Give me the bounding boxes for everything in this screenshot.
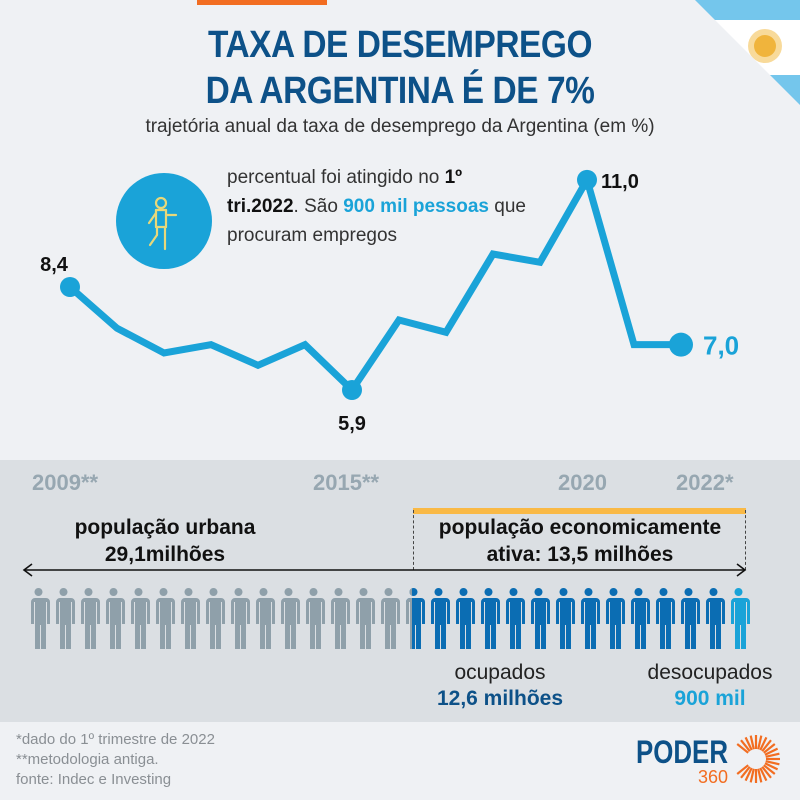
person-figure-grey-icon [231,588,250,649]
person-figure-grey-icon [181,588,200,649]
data-label: 11,0 [601,171,639,193]
active-population-label: população economicamente ativa: 13,5 mil… [414,514,746,568]
note-text-part: . São [293,196,344,217]
note-callout: percentual foi atingido no 1º tri.2022. … [116,163,527,269]
data-point-marker [342,380,362,400]
note-text-part: que procuram empregos [227,196,526,246]
data-point-marker [577,169,597,190]
employed-label: ocupados [454,661,546,684]
data-point-marker [669,332,693,357]
person-figure-grey-icon [156,588,175,649]
person-figure-grey-icon [306,588,325,649]
person-figure-grey-icon [331,588,350,649]
active-population-left-bracket [413,510,414,570]
walking-person-icon [116,173,212,269]
year-label: 2020 [558,470,607,495]
year-label: 2022* [676,470,734,495]
person-figure-grey-icon [131,588,150,649]
footnotes: *dado do 1º trimestre de 2022 **metodolo… [16,730,215,790]
footnote-1: *dado do 1º trimestre de 2022 [16,731,215,748]
person-figure-unemployed-icon [731,588,750,649]
person-figure-employed-icon [556,588,575,649]
urban-population-label: população urbana 29,1milhões [40,514,290,568]
title-line-1: TAXA DE DESEMPREGO [207,24,593,66]
title-line-2: DA ARGENTINA É DE 7% [205,70,595,112]
person-figure-employed-icon [581,588,600,649]
footnote-2: **metodologia antiga. [16,751,159,768]
person-figure-employed-icon [681,588,700,649]
logo-word: PODER [636,734,728,770]
person-figure-employed-icon [431,588,450,649]
person-figure-employed-icon [506,588,525,649]
active-population-bar [413,508,746,514]
person-figure-employed-icon [656,588,675,649]
data-label: 5,9 [338,413,366,435]
person-figure-grey-icon [356,588,375,649]
note-highlight-count: 900 mil pessoas [343,196,489,217]
population-pictogram [27,588,752,650]
note-text: percentual foi atingido no 1º tri.2022. … [227,163,527,250]
data-point-marker [60,277,80,297]
unemployed-label: desocupados [647,661,773,684]
series-line [67,170,681,396]
person-figure-employed-icon [606,588,625,649]
urban-population-value: 29,1milhões [104,543,226,566]
sunburst-icon [736,735,780,783]
top-accent-bar [197,0,327,5]
year-label: 2015** [313,470,380,495]
person-figure-grey-icon [106,588,125,649]
data-label: 7,0 [703,331,739,361]
logo-number: 360 [698,767,728,787]
note-bold-date: 1º tri.2022 [227,167,463,217]
double-arrow-icon [22,563,747,577]
active-population-value: ativa: 13,5 milhões [486,543,674,566]
person-figure-employed-icon [706,588,725,649]
person-figure-grey-icon [56,588,75,649]
unemployment-line-chart: 8,4 5,9 11,0 7,0 [40,169,739,435]
person-figure-grey-icon [281,588,300,649]
argentina-flag-icon [695,0,800,105]
subtitle: trajetória anual da taxa de desemprego d… [145,116,655,137]
person-figure-split-icon [406,588,425,649]
year-label: 2009** [32,470,99,495]
person-figure-grey-icon [206,588,225,649]
person-figure-grey-icon [256,588,275,649]
person-figure-grey-icon [31,588,50,649]
note-text-part: percentual foi atingido no [227,167,445,188]
active-population-right-bracket [745,510,746,570]
person-figure-grey-icon [381,588,400,649]
person-figure-employed-icon [481,588,500,649]
person-figure-employed-icon [631,588,650,649]
data-label: 8,4 [40,254,69,276]
poder360-logo: PODER 360 [636,734,780,787]
person-figure-grey-icon [81,588,100,649]
unemployed-value: 900 mil [674,687,746,710]
employed-value: 12,6 milhões [436,687,564,710]
source-note: fonte: Indec e Investing [16,771,172,788]
person-figure-employed-icon [456,588,475,649]
urban-population-title: população urbana [74,516,256,539]
person-figure-employed-icon [531,588,550,649]
active-population-title: população economicamente [438,516,722,539]
